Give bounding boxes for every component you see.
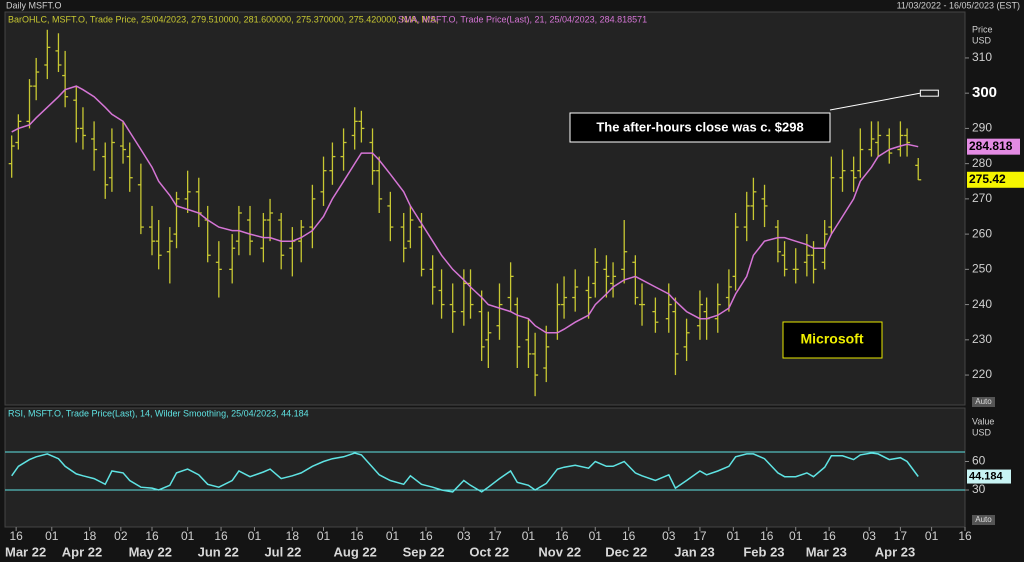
month-label: Apr 23 xyxy=(875,544,915,559)
y-tick-label: 280 xyxy=(972,156,992,170)
y-tick-label: 250 xyxy=(972,262,992,276)
label-box xyxy=(782,321,883,359)
month-label: Nov 22 xyxy=(538,544,581,559)
x-tick-label: 01 xyxy=(248,529,262,543)
month-label: Mar 23 xyxy=(806,544,847,559)
legend-entry: BarOHLC, MSFT.O, Trade Price, 25/04/2023… xyxy=(8,14,439,24)
x-tick-label: 01 xyxy=(522,529,536,543)
auto-button[interactable] xyxy=(972,397,995,407)
y-axis-title: Value xyxy=(972,416,994,426)
x-tick-label: 17 xyxy=(693,529,707,543)
y-axis-unit: USD xyxy=(972,427,992,437)
x-tick-label: 17 xyxy=(894,529,908,543)
month-label: Dec 22 xyxy=(605,544,647,559)
month-label: Aug 22 xyxy=(334,544,377,559)
x-tick-label: 18 xyxy=(83,529,97,543)
x-tick-label: 03 xyxy=(662,529,676,543)
month-label: Jul 22 xyxy=(264,544,301,559)
auto-button-label[interactable]: Auto xyxy=(975,397,992,406)
y-axis-title: Price xyxy=(972,24,993,34)
x-tick-label: 01 xyxy=(925,529,939,543)
y-axis-unit: USD xyxy=(972,35,992,45)
y-tick-label: 230 xyxy=(972,332,992,346)
x-tick-label: 16 xyxy=(760,529,774,543)
x-tick-label: 16 xyxy=(214,529,228,543)
label-text: Microsoft xyxy=(801,331,864,347)
x-tick-label: 01 xyxy=(727,529,741,543)
month-label: Jun 22 xyxy=(198,544,239,559)
x-tick-label: 16 xyxy=(622,529,636,543)
x-tick-label: 03 xyxy=(457,529,471,543)
callout-text: The after-hours close was c. $298 xyxy=(596,119,803,134)
month-label: Apr 22 xyxy=(62,544,102,559)
y-tick-label: 310 xyxy=(972,50,992,64)
x-tick-label: 16 xyxy=(958,529,972,543)
chart-title: Daily MSFT.O xyxy=(6,0,62,10)
annotation-leader xyxy=(829,92,921,111)
y-tick-label: 30 xyxy=(972,482,986,496)
y-tick-label: 300 xyxy=(972,84,997,101)
month-label: Feb 23 xyxy=(743,544,784,559)
auto-button[interactable] xyxy=(972,515,995,525)
y-tick-label: 240 xyxy=(972,297,992,311)
x-tick-label: 16 xyxy=(419,529,433,543)
x-tick-label: 03 xyxy=(863,529,877,543)
x-tick-label: 17 xyxy=(488,529,502,543)
last-value-badge xyxy=(967,469,1011,484)
x-tick-label: 16 xyxy=(555,529,569,543)
legend-entry: RSI, MSFT.O, Trade Price(Last), 14, Wild… xyxy=(8,408,309,418)
x-tick-label: 02 xyxy=(114,529,128,543)
rsi-pane xyxy=(4,407,966,528)
x-tick-label: 16 xyxy=(350,529,364,543)
y-tick-label: 220 xyxy=(972,367,992,381)
last-value-badge xyxy=(967,138,1020,155)
x-tick-label: 01 xyxy=(789,529,803,543)
x-tick-label: 01 xyxy=(45,529,59,543)
date-range: 11/03/2022 - 16/05/2023 (EST) xyxy=(897,0,1020,10)
legend-entry: SMA, MSFT.O, Trade Price(Last), 21, 25/0… xyxy=(398,14,647,24)
auto-button-label[interactable]: Auto xyxy=(975,515,992,524)
x-tick-label: 18 xyxy=(286,529,300,543)
last-value-label: 275.42 xyxy=(969,172,1006,186)
x-tick-label: 16 xyxy=(9,529,23,543)
month-label: Oct 22 xyxy=(469,544,509,559)
month-label: Sep 22 xyxy=(403,544,445,559)
last-value-label: 284.818 xyxy=(969,139,1013,153)
month-label: Mar 22 xyxy=(5,544,46,559)
y-tick-label: 60 xyxy=(972,454,986,468)
month-label: May 22 xyxy=(129,544,172,559)
month-label: Jan 23 xyxy=(674,544,714,559)
x-tick-label: 01 xyxy=(589,529,603,543)
x-tick-label: 01 xyxy=(317,529,331,543)
rsi-line xyxy=(11,452,919,493)
x-tick-label: 16 xyxy=(822,529,836,543)
y-tick-label: 290 xyxy=(972,121,992,135)
callout-box xyxy=(569,112,831,143)
y-tick-label: 270 xyxy=(972,191,992,205)
y-tick-label: 260 xyxy=(972,226,992,240)
last-value-label: 44.184 xyxy=(969,470,1004,482)
x-tick-label: 16 xyxy=(145,529,159,543)
x-tick-label: 01 xyxy=(181,529,195,543)
last-value-badge xyxy=(967,171,1024,188)
sma-line xyxy=(11,85,919,334)
x-tick-label: 01 xyxy=(386,529,400,543)
